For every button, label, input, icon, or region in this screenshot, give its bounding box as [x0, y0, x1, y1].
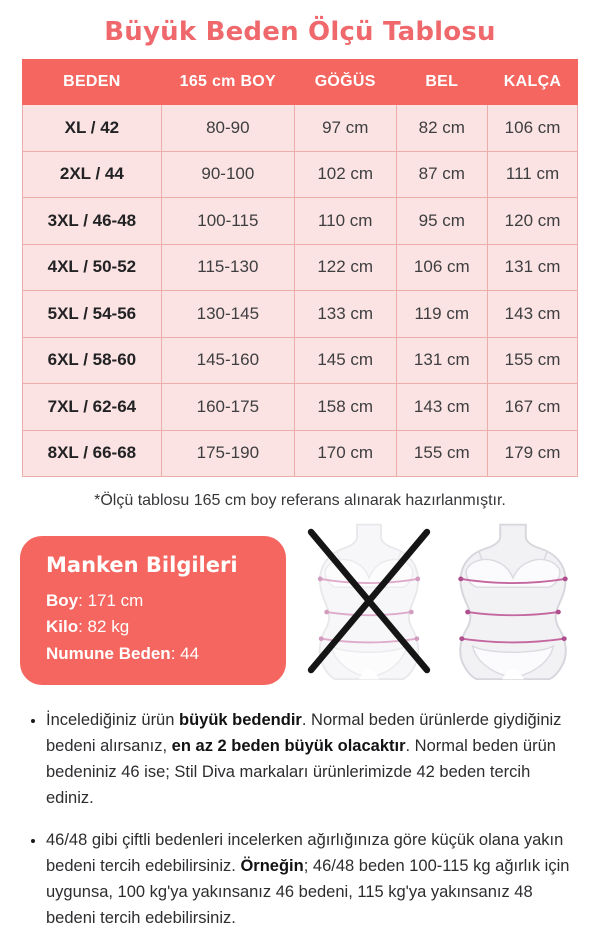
- measurement-cell: 87 cm: [395, 150, 489, 198]
- measurement-cell: 155 cm: [487, 336, 578, 384]
- note-item: İncelediğiniz ürün büyük bedendir. Norma…: [46, 707, 576, 811]
- measurement-cell: 110 cm: [293, 197, 397, 245]
- measurement-cell: 102 cm: [293, 150, 397, 198]
- page-title: Büyük Beden Ölçü Tablosu: [104, 17, 496, 47]
- measurement-cell: 97 cm: [293, 104, 397, 152]
- model-info-field: Boy: 171 cm: [46, 591, 144, 610]
- table-row: 2XL / 44 90-100 102 cm 87 cm 111 cm: [22, 150, 578, 198]
- measurement-cell: 106 cm: [487, 104, 578, 152]
- size-name-cell: 2XL / 44: [22, 150, 162, 198]
- size-name-cell: 8XL / 66-68: [22, 429, 162, 477]
- measurement-cell: 175-190: [160, 429, 295, 477]
- table-row: 6XL / 58-60 145-160 145 cm 131 cm 155 cm: [22, 336, 578, 384]
- size-name-cell: 7XL / 62-64: [22, 383, 162, 431]
- measurement-cell: 130-145: [160, 290, 295, 338]
- measurement-cell: 131 cm: [487, 243, 578, 291]
- size-name-cell: 5XL / 54-56: [22, 290, 162, 338]
- measurement-cell: 170 cm: [293, 429, 397, 477]
- measurement-cell: 160-175: [160, 383, 295, 431]
- measurement-cell: 155 cm: [395, 429, 489, 477]
- cross-mark-icon: [307, 528, 431, 674]
- wrong-body-figure-icon: [307, 523, 431, 680]
- column-header: KALÇA: [487, 59, 578, 105]
- measurement-figures: [300, 522, 582, 680]
- page: Büyük Beden Ölçü Tablosu BEDEN 165 cm BOY…: [0, 0, 600, 899]
- model-info-field: Kilo: 82 kg: [46, 617, 130, 637]
- model-info-title: Manken Bilgileri: [46, 553, 238, 577]
- model-info-fields: Boy: 171 cm Kilo: 82 kg Numune Beden: 44: [46, 588, 262, 667]
- measurement-cell: 106 cm: [395, 243, 489, 291]
- measurement-cell: 179 cm: [487, 429, 578, 477]
- measurement-cell: 100-115: [160, 197, 295, 245]
- note-item: 46/48 gibi çiftli bedenleri incelerken a…: [46, 827, 576, 931]
- size-name-cell: XL / 42: [22, 104, 162, 152]
- model-info-card: Manken Bilgileri Boy: 171 cm Kilo: 82 kg N…: [20, 536, 286, 686]
- table-row: 4XL / 50-52 115-130 122 cm 106 cm 131 cm: [22, 243, 578, 291]
- column-header: GÖĞÜS: [293, 59, 397, 105]
- measurement-cell: 120 cm: [487, 197, 578, 245]
- size-table-header-row: BEDEN 165 cm BOY GÖĞÜS BEL KALÇA: [22, 59, 578, 105]
- measurement-cell: 143 cm: [487, 290, 578, 338]
- measurement-cell: 167 cm: [487, 383, 578, 431]
- correct-body-figure-icon: [457, 523, 569, 680]
- size-table-body: XL / 42 80-90 97 cm 82 cm 106 cm 2XL / 44 90-1…: [22, 104, 578, 477]
- table-footnote: *Ölçü tablosu 165 cm boy referans alınar…: [94, 492, 506, 509]
- model-section: Manken Bilgileri Boy: 171 cm Kilo: 82 kg N…: [20, 523, 582, 686]
- column-header: BEDEN: [22, 59, 162, 105]
- column-header: 165 cm BOY: [160, 59, 295, 105]
- notes-list: İncelediğiniz ürün büyük bedendir. Norma…: [28, 707, 576, 931]
- measurement-cell: 158 cm: [293, 383, 397, 431]
- table-row: 7XL / 62-64 160-175 158 cm 143 cm 167 cm: [22, 383, 578, 431]
- measurement-cell: 131 cm: [395, 336, 489, 384]
- measurement-cell: 111 cm: [487, 150, 578, 198]
- measurement-cell: 82 cm: [395, 104, 489, 152]
- size-name-cell: 3XL / 46-48: [22, 197, 162, 245]
- size-table-header: BEDEN 165 cm BOY GÖĞÜS BEL KALÇA: [22, 59, 578, 105]
- table-row: 8XL / 66-68 175-190 170 cm 155 cm 179 cm: [22, 429, 578, 477]
- measurement-cell: 90-100: [160, 150, 295, 198]
- table-row: XL / 42 80-90 97 cm 82 cm 106 cm: [22, 104, 578, 152]
- measurement-cell: 145 cm: [293, 336, 397, 384]
- measurement-cell: 145-160: [160, 336, 295, 384]
- measurement-cell: 95 cm: [395, 197, 489, 245]
- measurement-cell: 80-90: [160, 104, 295, 152]
- measurement-cell: 119 cm: [395, 290, 489, 338]
- model-info-field: Numune Beden: 44: [46, 643, 200, 663]
- size-chart-page: { "page": { "title": "Büyük Beden Ölçü T…: [0, 0, 600, 899]
- column-header: BEL: [395, 59, 489, 105]
- table-row: 3XL / 46-48 100-115 110 cm 95 cm 120 cm: [22, 197, 578, 245]
- table-row: 5XL / 54-56 130-145 133 cm 119 cm 143 cm: [22, 290, 578, 338]
- measurement-cell: 143 cm: [395, 383, 489, 431]
- measurement-cell: 133 cm: [293, 290, 397, 338]
- size-name-cell: 6XL / 58-60: [22, 336, 162, 384]
- measurement-cell: 122 cm: [293, 243, 397, 291]
- measurement-cell: 115-130: [160, 243, 295, 291]
- size-name-cell: 4XL / 50-52: [22, 243, 162, 291]
- size-table: BEDEN 165 cm BOY GÖĞÜS BEL KALÇA XL / 42 80-9…: [22, 59, 578, 477]
